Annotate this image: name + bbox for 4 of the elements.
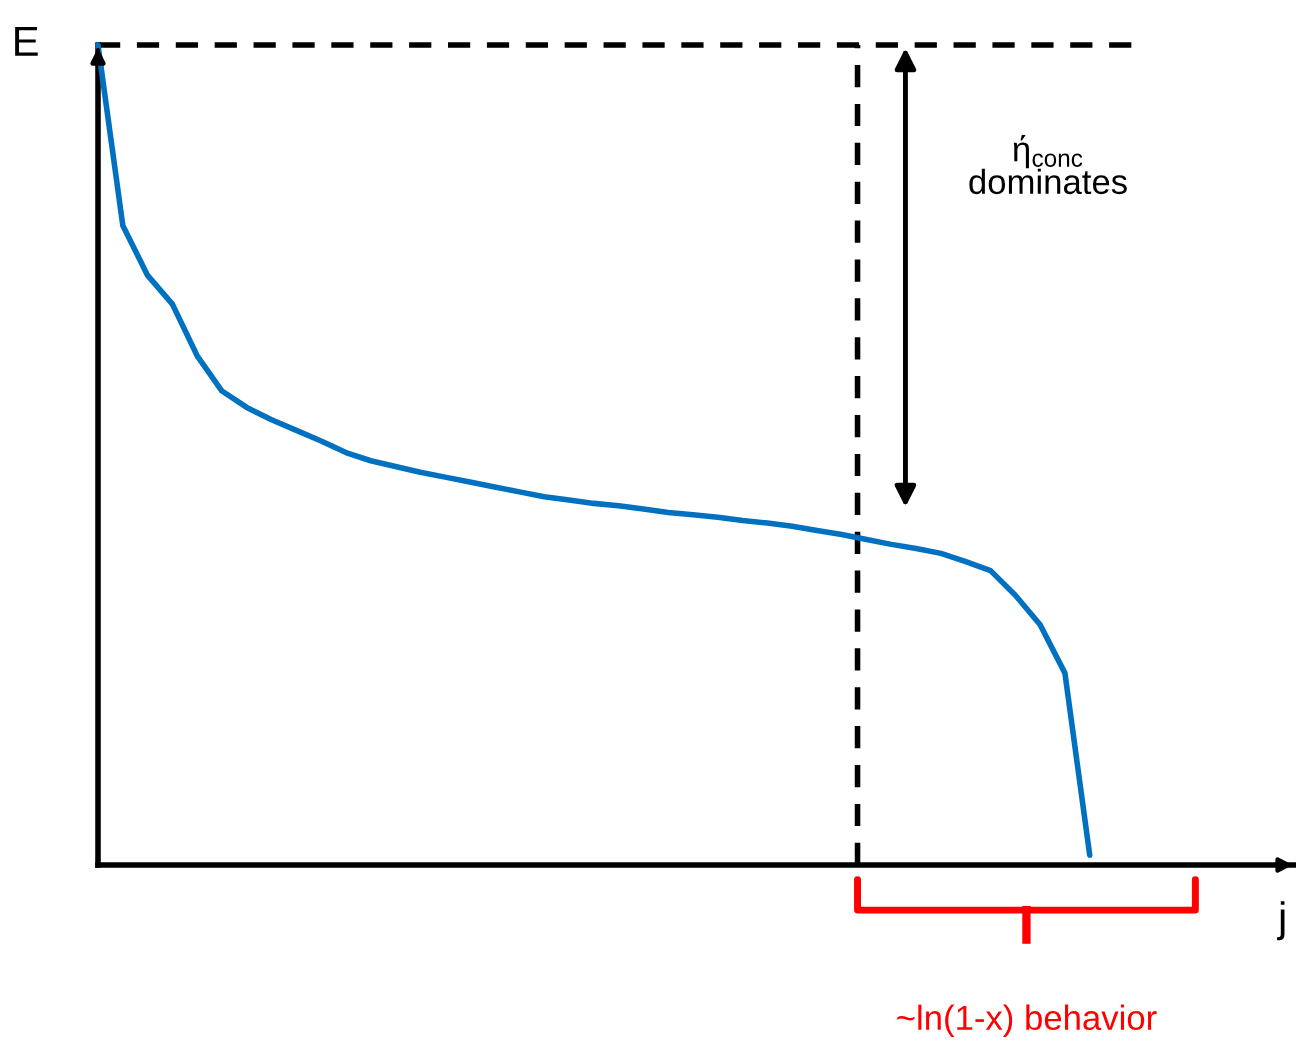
text: ~ln(1-x) behavior xyxy=(897,1004,1157,1037)
annotation: ή$_{conc}$ dominates xyxy=(969,134,1127,195)
x-axis-title: j xyxy=(1277,901,1285,941)
y-axis-title: E xyxy=(15,27,38,56)
